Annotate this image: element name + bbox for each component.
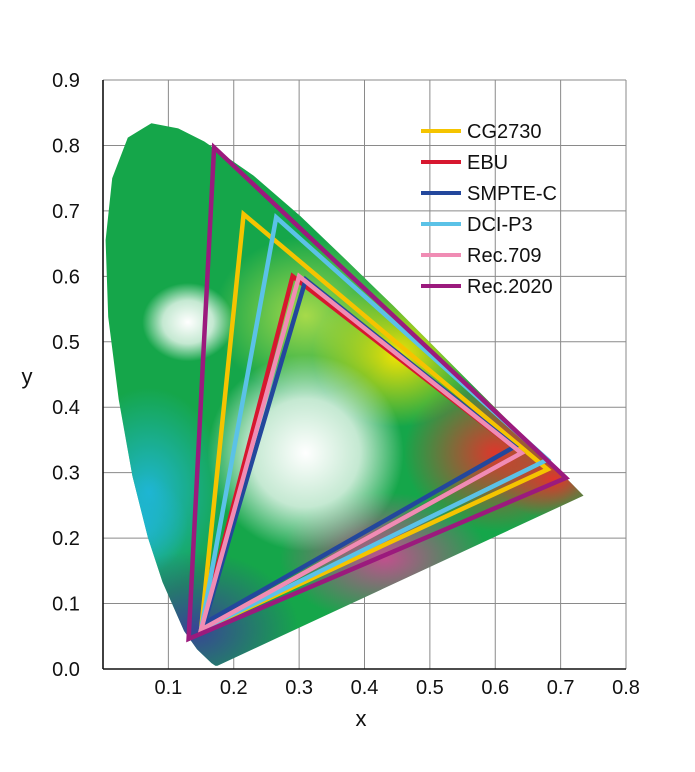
legend-label: SMPTE-C bbox=[467, 183, 557, 205]
y-axis-label: y bbox=[22, 364, 33, 389]
axes bbox=[102, 80, 626, 670]
x-axis-label: x bbox=[356, 706, 367, 731]
x-tick-labels: 0.1 0.2 0.3 0.4 0.5 0.6 0.7 0.8 bbox=[154, 677, 639, 699]
y-tick-label: 0.1 bbox=[52, 594, 80, 616]
y-tick-label: 0.7 bbox=[52, 201, 80, 223]
legend-item: CG2730 bbox=[421, 121, 542, 143]
gamut-triangle-rec-2020 bbox=[186, 142, 570, 643]
gamut-triangle-rec-709 bbox=[197, 272, 526, 635]
legend: CG2730 EBU SMPTE-C DCI-P3 Rec.709 Rec.2020 bbox=[421, 121, 557, 298]
x-tick-label: 0.4 bbox=[351, 677, 379, 699]
legend-label: DCI-P3 bbox=[467, 214, 533, 236]
locus-color-region bbox=[105, 551, 300, 666]
x-tick-label: 0.8 bbox=[612, 677, 640, 699]
legend-label: EBU bbox=[467, 152, 508, 174]
y-tick-label: 0.9 bbox=[52, 70, 80, 92]
gamut-triangle-cg2730 bbox=[198, 209, 552, 634]
y-tick-label: 0.8 bbox=[52, 135, 80, 157]
y-tick-label: 0.3 bbox=[52, 463, 80, 485]
x-tick-label: 0.6 bbox=[481, 677, 509, 699]
x-tick-label: 0.3 bbox=[285, 677, 313, 699]
legend-item: Rec.709 bbox=[421, 245, 542, 267]
legend-item: DCI-P3 bbox=[421, 214, 533, 236]
y-tick-label: 0.5 bbox=[52, 332, 80, 354]
x-tick-label: 0.2 bbox=[220, 677, 248, 699]
gamut-triangle-dci-p3 bbox=[198, 213, 552, 634]
legend-label: Rec.709 bbox=[467, 245, 542, 267]
legend-item: SMPTE-C bbox=[421, 183, 557, 205]
legend-item: EBU bbox=[421, 152, 508, 174]
y-tick-label: 0.4 bbox=[52, 397, 80, 419]
y-tick-label: 0.6 bbox=[52, 266, 80, 288]
y-tick-label: 0.2 bbox=[52, 528, 80, 550]
x-tick-label: 0.1 bbox=[154, 677, 182, 699]
gamut-triangles bbox=[186, 142, 570, 643]
locus-color-region bbox=[142, 282, 234, 362]
legend-label: CG2730 bbox=[467, 121, 542, 143]
legend-item: Rec.2020 bbox=[421, 276, 553, 298]
y-tick-labels: 0.0 0.1 0.2 0.3 0.4 0.5 0.6 0.7 0.8 0.9 bbox=[52, 70, 80, 681]
locus-color-region bbox=[495, 439, 584, 519]
legend-label: Rec.2020 bbox=[467, 276, 553, 298]
y-tick-label: 0.0 bbox=[52, 659, 80, 681]
locus-color-region bbox=[207, 354, 404, 552]
x-tick-label: 0.5 bbox=[416, 677, 444, 699]
x-tick-label: 0.7 bbox=[547, 677, 575, 699]
